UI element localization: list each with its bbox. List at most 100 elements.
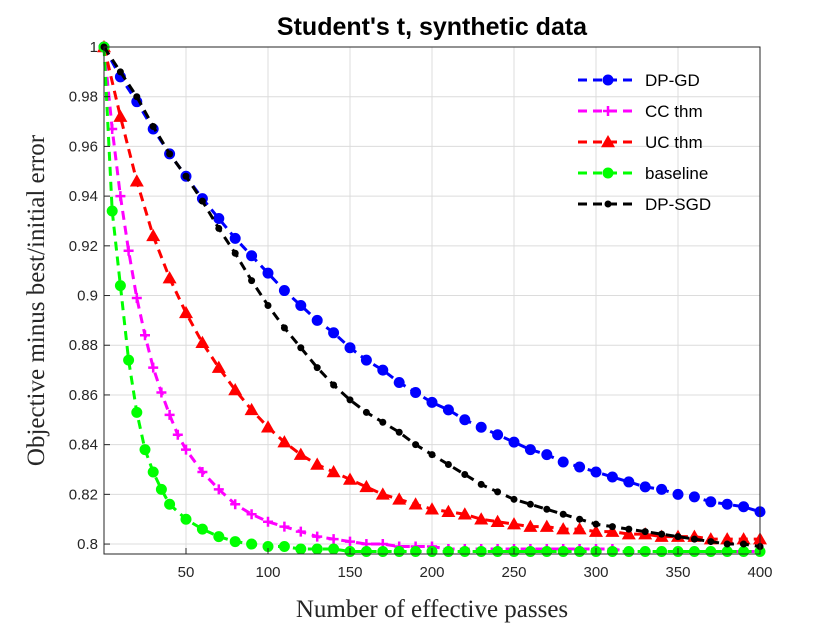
data-point <box>346 396 354 404</box>
data-point <box>705 496 717 508</box>
series-line <box>102 46 760 554</box>
data-point <box>605 524 620 537</box>
data-point <box>576 515 584 523</box>
data-point <box>326 464 341 478</box>
data-point <box>123 245 134 256</box>
data-point <box>688 546 700 558</box>
data-point <box>589 524 603 537</box>
data-point <box>459 414 471 426</box>
data-point <box>507 517 521 530</box>
data-point <box>457 507 472 520</box>
y-tick-label: 0.84 <box>69 437 98 454</box>
data-point <box>131 293 142 304</box>
data-point <box>179 305 193 319</box>
data-point <box>574 546 586 558</box>
series-dp-sgd <box>100 43 764 551</box>
data-point <box>510 495 518 503</box>
legend-marker <box>602 167 614 179</box>
data-point <box>656 546 668 558</box>
data-point <box>442 404 454 416</box>
x-tick-label: 200 <box>419 564 444 581</box>
data-point <box>623 476 635 488</box>
series-layer <box>97 40 767 558</box>
data-point <box>539 519 554 532</box>
data-point <box>148 362 159 373</box>
data-point <box>131 406 143 418</box>
series-uc-thm <box>97 40 767 545</box>
data-point <box>311 314 323 326</box>
data-point <box>524 546 536 558</box>
data-point <box>393 377 405 389</box>
data-point <box>639 546 651 558</box>
data-point <box>641 528 649 536</box>
data-point <box>246 509 257 520</box>
data-point <box>116 68 124 76</box>
y-tick-label: 0.98 <box>69 89 98 106</box>
data-point <box>213 531 225 543</box>
data-point <box>198 197 206 205</box>
data-point <box>377 364 389 376</box>
y-tick-label: 1 <box>90 39 98 56</box>
data-point <box>674 533 682 541</box>
x-tick-label: 350 <box>665 564 690 581</box>
data-point <box>196 523 208 535</box>
data-point <box>412 441 420 449</box>
data-point <box>740 540 748 548</box>
data-point <box>658 530 666 538</box>
data-point <box>228 382 243 396</box>
x-axis-label: Number of effective passes <box>296 596 568 623</box>
data-point <box>140 330 150 341</box>
x-tick-label: 400 <box>747 564 772 581</box>
data-point <box>736 532 751 545</box>
data-point <box>197 466 208 477</box>
data-point <box>556 522 571 535</box>
data-point <box>474 512 489 525</box>
data-point <box>738 501 750 513</box>
legend-marker <box>602 74 614 86</box>
data-point <box>311 543 323 555</box>
data-point <box>541 546 553 558</box>
legend-label: CC thm <box>645 102 703 121</box>
data-point <box>490 514 505 527</box>
data-point <box>623 546 635 558</box>
y-tick-label: 0.86 <box>69 387 98 404</box>
x-tick-label: 150 <box>337 564 362 581</box>
data-point <box>425 502 439 515</box>
data-point <box>590 466 602 478</box>
data-point <box>392 492 407 505</box>
data-point <box>377 546 389 558</box>
data-point <box>215 224 223 232</box>
data-point <box>277 435 292 448</box>
data-point <box>114 280 126 292</box>
data-point <box>559 510 567 518</box>
legend-item: DP-SGD <box>578 195 711 214</box>
data-point <box>328 327 340 339</box>
legend-label: DP-GD <box>645 71 700 90</box>
data-point <box>574 461 586 473</box>
data-point <box>524 444 536 456</box>
y-tick-label: 0.96 <box>69 138 98 155</box>
data-point <box>720 532 735 545</box>
y-tick-label: 0.8 <box>77 536 98 553</box>
data-point <box>543 505 551 513</box>
data-point <box>230 499 241 510</box>
data-point <box>229 536 241 548</box>
data-point <box>231 249 239 257</box>
data-point <box>180 513 192 525</box>
legend-label: DP-SGD <box>645 195 711 214</box>
legend-label: UC thm <box>645 133 703 152</box>
data-point <box>297 344 305 352</box>
data-point <box>164 498 176 510</box>
data-point <box>492 546 504 558</box>
data-point <box>310 457 325 470</box>
data-point <box>707 538 715 546</box>
data-point <box>393 546 405 558</box>
data-point <box>592 520 600 528</box>
data-point <box>293 447 308 460</box>
data-point <box>279 521 290 532</box>
legend-item: CC thm <box>578 102 703 121</box>
data-point <box>164 409 175 420</box>
data-point <box>360 354 372 366</box>
data-point <box>211 360 226 373</box>
